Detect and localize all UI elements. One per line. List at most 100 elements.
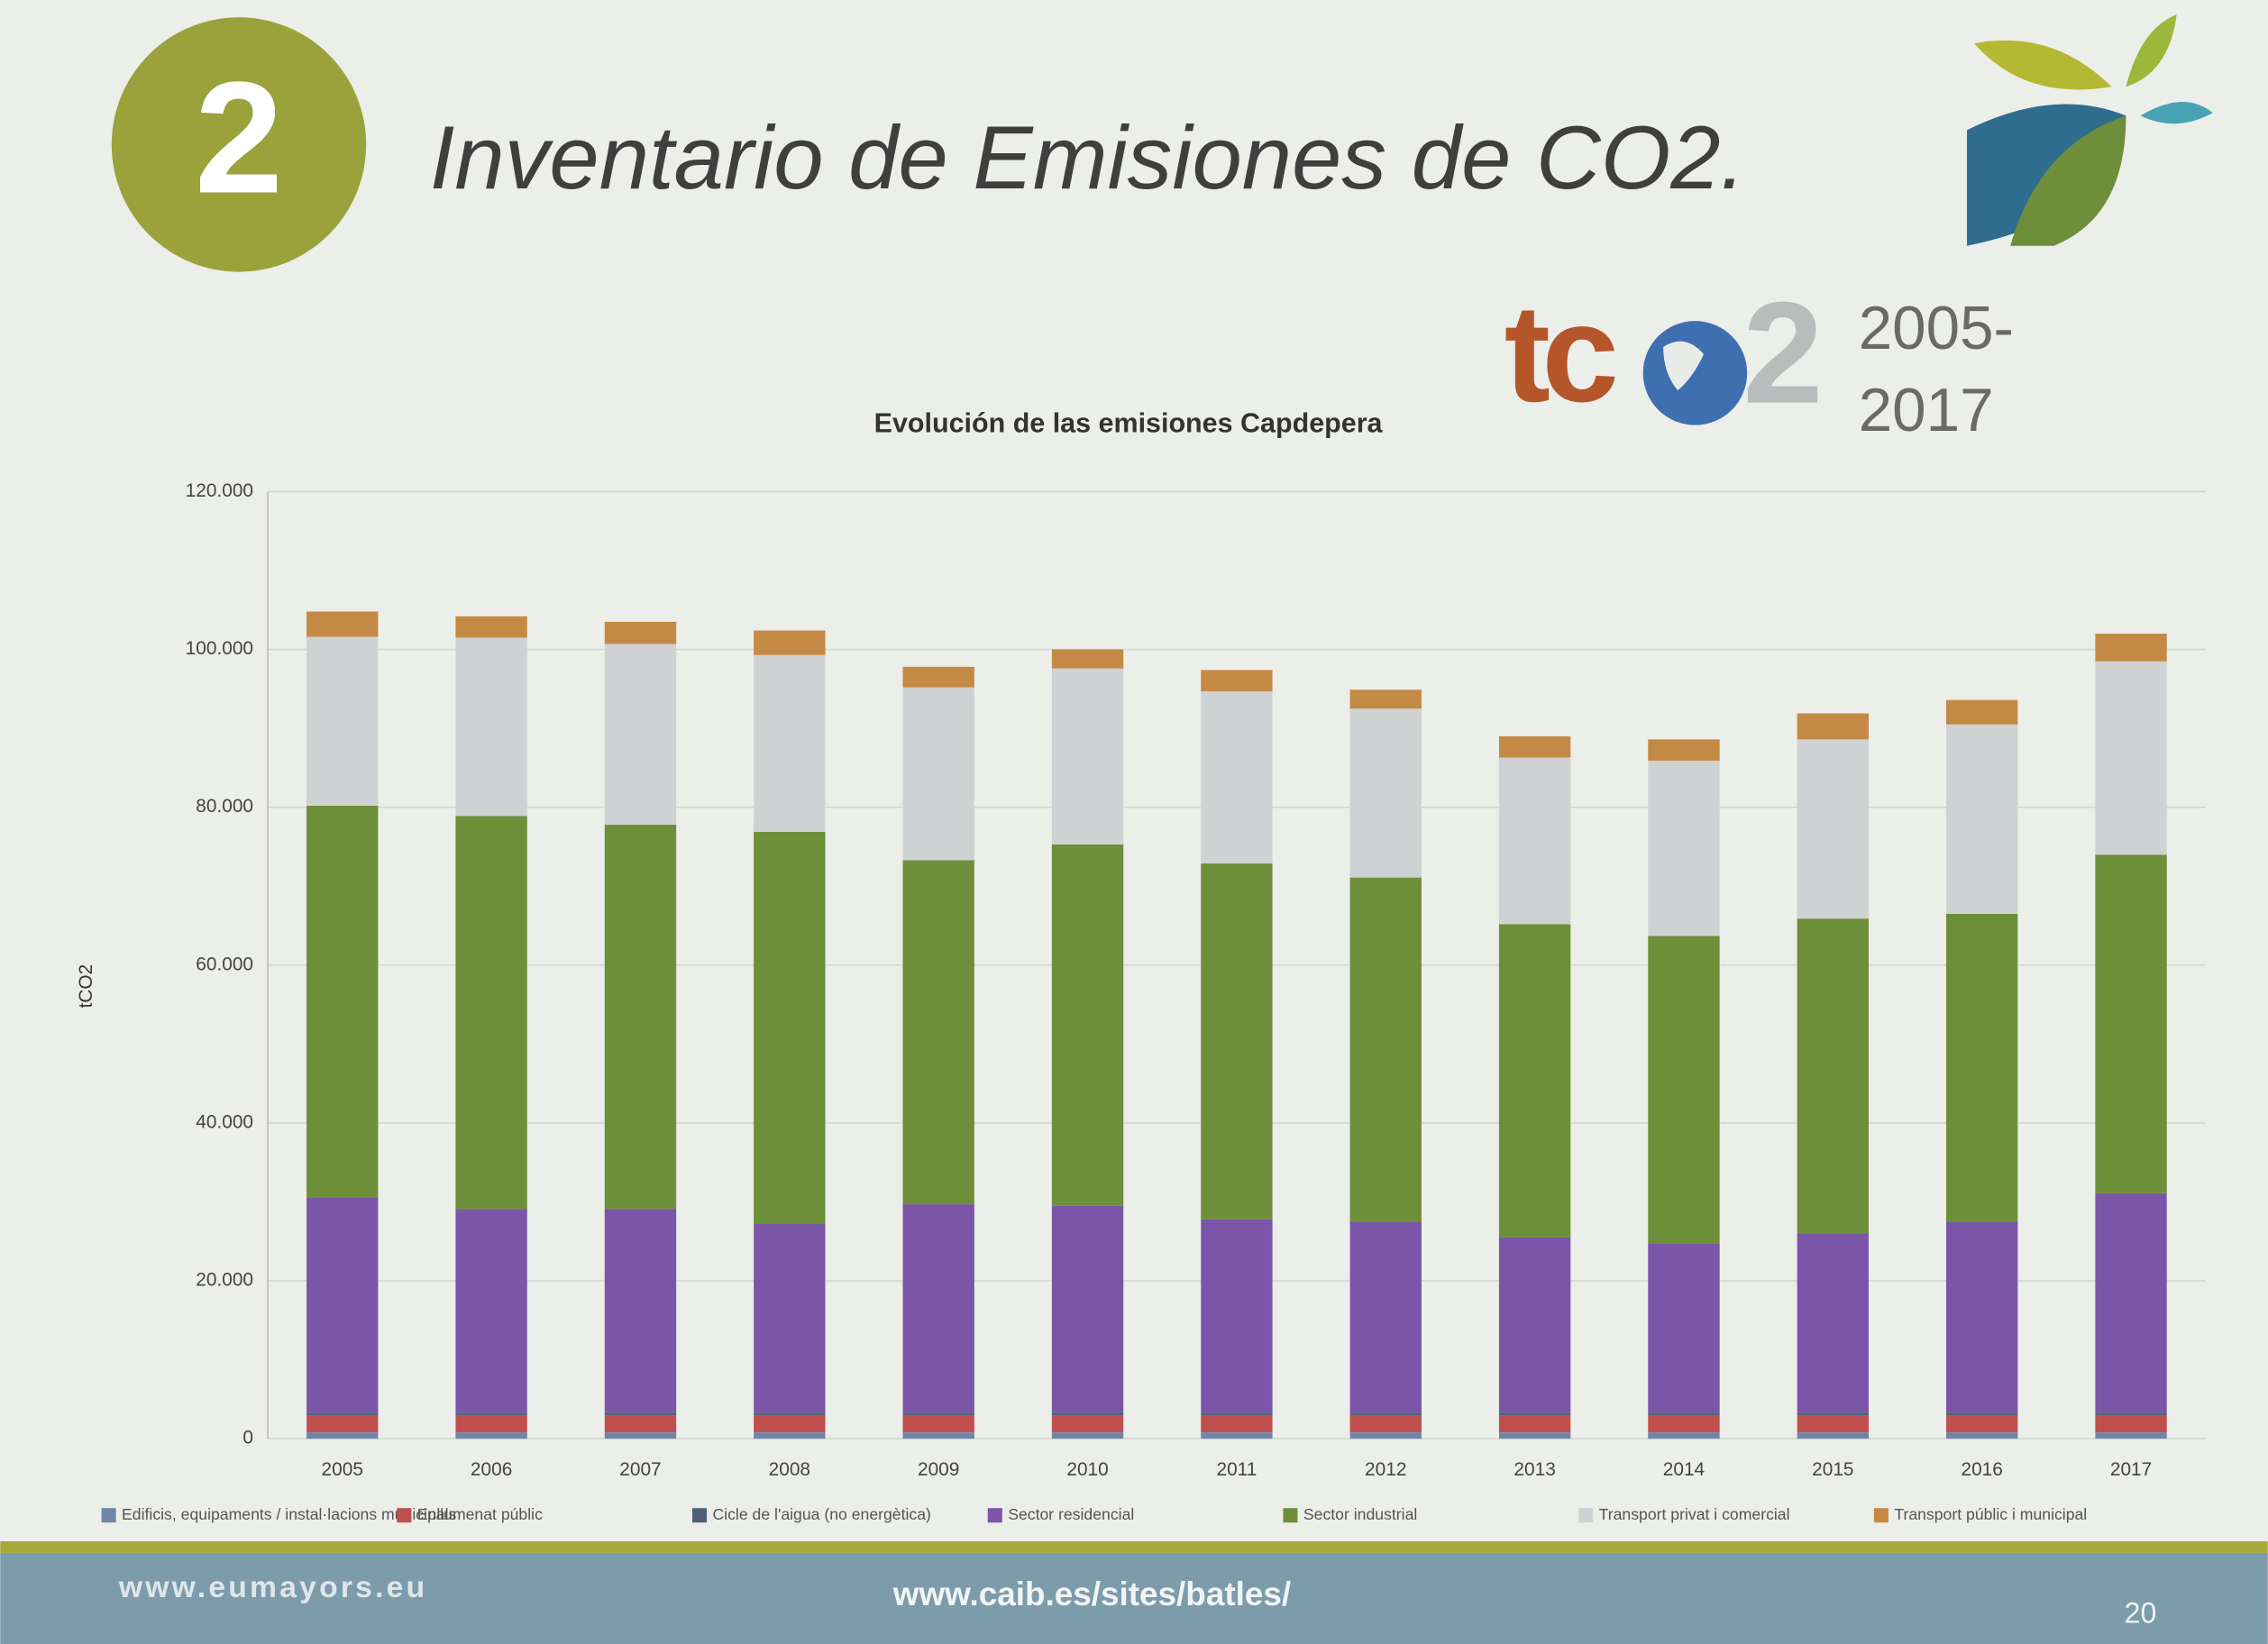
bar-segment [1201, 670, 1273, 691]
bar-segment [306, 611, 379, 637]
logo-years: 2005- [1859, 295, 2014, 362]
legend-swatch [987, 1508, 1002, 1523]
x-tick-label: 2013 [1514, 1459, 1555, 1480]
bar-segment [306, 1197, 379, 1413]
bar-segment [455, 616, 527, 638]
legend-swatch [692, 1508, 708, 1523]
bar-segment [604, 824, 677, 1210]
bar-segment [1797, 1432, 1870, 1439]
bar-segment [902, 1204, 974, 1413]
bar-segment [1797, 1414, 1870, 1433]
bar-segment [1201, 1412, 1273, 1415]
legend-label: Sector residencial [1008, 1505, 1134, 1523]
bar-segment [1797, 918, 1870, 1234]
y-tick-label: 60.000 [196, 954, 253, 974]
y-tick-label: 0 [242, 1428, 253, 1448]
bar-segment [1648, 761, 1720, 936]
bar-segment [902, 1414, 974, 1433]
bar-segment [1946, 913, 2018, 1222]
bar-segment [902, 687, 974, 861]
legend-label: Enllumenat públic [417, 1505, 543, 1523]
bar-segment [1648, 739, 1720, 762]
bar-segment [2095, 1414, 2167, 1433]
bar-segment [1648, 1243, 1720, 1413]
bar-segment [306, 805, 379, 1198]
bar-segment [1201, 1219, 1273, 1413]
bar-segment [1498, 1414, 1571, 1433]
y-tick-label: 120.000 [186, 480, 253, 501]
x-tick-label: 2017 [2110, 1459, 2152, 1480]
bar-segment [1051, 1432, 1124, 1439]
legend-label: Transport privat i comercial [1599, 1505, 1790, 1523]
bar-segment [1946, 1432, 2018, 1439]
bar-segment [1648, 1432, 1720, 1439]
bar-segment [2095, 854, 2167, 1193]
leaf [1974, 40, 2112, 90]
bar-segment [754, 654, 826, 832]
bar-segment [1498, 1237, 1571, 1413]
bar-segment [1498, 924, 1571, 1238]
bar-segment [1648, 1414, 1720, 1433]
bar-segment [604, 644, 677, 825]
bar-segment [1648, 1412, 1720, 1415]
bar-segment [455, 1414, 527, 1433]
x-tick-label: 2006 [471, 1459, 512, 1480]
bar-segment [604, 1414, 677, 1433]
bar-segment [2095, 634, 2167, 662]
legend-swatch [101, 1508, 116, 1523]
legend-swatch [1578, 1508, 1594, 1523]
bar-segment [754, 1414, 826, 1433]
bar-segment [455, 1209, 527, 1413]
bar-segment [2095, 661, 2167, 855]
globe-land [1663, 341, 1705, 391]
x-tick-label: 2009 [918, 1459, 959, 1480]
logo-years: 2017 [1859, 377, 1994, 444]
bar-segment [306, 1414, 379, 1433]
bar-segment [1201, 690, 1273, 863]
bar-segment [604, 1412, 677, 1415]
bar-segment [902, 1412, 974, 1415]
bar-segment [754, 831, 826, 1224]
bar-segment [306, 1412, 379, 1415]
bar-segment [1498, 1412, 1571, 1415]
legend-swatch [1873, 1508, 1888, 1523]
logo-text: tc [1504, 276, 1616, 431]
bar-segment [455, 816, 527, 1210]
leaf [2126, 14, 2177, 87]
logo-two: 2 [1742, 272, 1823, 434]
y-tick-label: 100.000 [186, 638, 253, 659]
bar-segment [1797, 713, 1870, 740]
legend-label: Transport públic i municipal [1894, 1505, 2087, 1523]
bar-segment [1201, 1432, 1273, 1439]
bar-segment [604, 1209, 677, 1413]
bar-segment [902, 666, 974, 688]
bar-segment [1498, 735, 1571, 758]
bar-segment [604, 1432, 677, 1439]
bar-segment [1349, 708, 1422, 878]
bar-segment [754, 1412, 826, 1415]
legend-label: Cicle de l'aigua (no energètica) [712, 1505, 930, 1523]
badge-number: 2 [195, 49, 283, 226]
y-tick-label: 80.000 [196, 796, 253, 817]
plot: 0 20.000 40.000 60.000 80.000 100.000 120.000 2… [101, 480, 2206, 1523]
leaf [2010, 115, 2126, 246]
footer-band [0, 1552, 2268, 1644]
bar-segment [1349, 877, 1422, 1222]
bar-segment [306, 636, 379, 806]
footer-link: www.eumayors.eu [118, 1571, 428, 1604]
x-tick-label: 2012 [1365, 1459, 1406, 1480]
y-tick-label: 40.000 [196, 1111, 253, 1132]
bar-segment [1201, 863, 1273, 1219]
bar-segment [2095, 1192, 2167, 1413]
footer-link: www.caib.es/sites/batles/ [892, 1576, 1291, 1612]
x-tick-label: 2016 [1962, 1459, 2003, 1480]
logo-leaves [1967, 14, 2213, 246]
bar-segment [1051, 649, 1124, 669]
bar-segment [306, 1432, 379, 1439]
bar-segment [754, 1223, 826, 1413]
bar-segment [1946, 1221, 2018, 1413]
bar-segment [902, 860, 974, 1205]
bar-segment [1051, 844, 1124, 1206]
